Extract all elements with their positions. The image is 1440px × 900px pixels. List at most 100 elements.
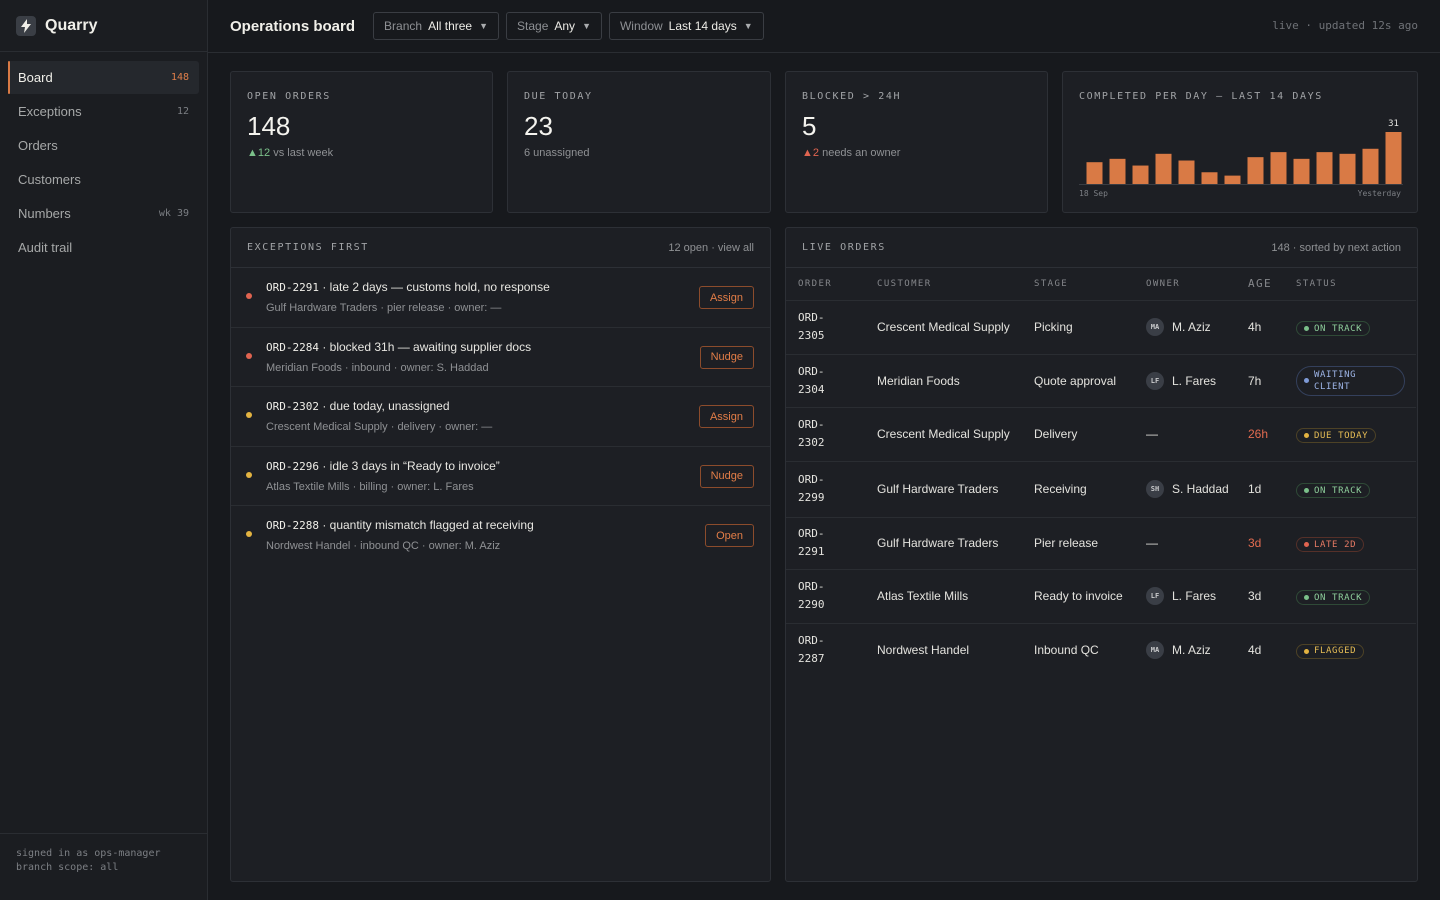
- sidebar-item-board[interactable]: Board 148: [8, 61, 199, 94]
- status-cell: ON TRACK: [1284, 569, 1416, 624]
- exceptions-list: ORD-2291 · late 2 days — customs hold, n…: [231, 268, 770, 566]
- order-id: ORD- 2287: [786, 623, 865, 676]
- filter-value: All three: [428, 19, 473, 33]
- owner: MA M. Aziz: [1146, 640, 1236, 659]
- sidebar-item-customers[interactable]: Customers: [8, 163, 199, 196]
- table-row[interactable]: ORD- 2299 Gulf Hardware Traders Receiving S…: [786, 461, 1416, 518]
- table-row[interactable]: ORD- 2290 Atlas Textile Mills Ready to inv…: [786, 569, 1416, 624]
- order-id-text: ORD- 2287: [798, 633, 825, 665]
- severity-dot: [246, 412, 252, 418]
- status-dot: [1304, 595, 1309, 600]
- filter-label: Window: [619, 19, 663, 33]
- caret-down-icon: ▼: [582, 21, 591, 31]
- stage-name: Delivery: [1034, 427, 1078, 441]
- owner-name: L. Fares: [1172, 373, 1217, 388]
- table-row[interactable]: ORD- 2305 Crescent Medical Supply Picking M…: [786, 300, 1416, 355]
- kpi-due-today[interactable]: DUE TODAY 23 6 unassigned: [507, 71, 771, 213]
- sidebar-nav: Board 148 Exceptions 12 Orders Customers…: [0, 52, 207, 274]
- chart-bar: [1201, 172, 1218, 184]
- exception-text: · late 2 days — customs hold, no respons…: [318, 280, 550, 294]
- sort-info[interactable]: 148 · sorted by next action: [1271, 241, 1401, 254]
- view-all-link[interactable]: 12 open · view all: [668, 241, 754, 254]
- severity-dot: [246, 293, 252, 299]
- branch-filter[interactable]: Branch All three ▼: [373, 12, 500, 40]
- owner-name: S. Haddad: [1172, 482, 1229, 496]
- branch-scope: branch scope: all: [16, 862, 119, 873]
- sidebar-item-exceptions[interactable]: Exceptions 12: [8, 95, 199, 128]
- exception-text: · idle 3 days in “Ready to invoice”: [318, 458, 500, 473]
- order-id: ORD- 2304: [786, 354, 865, 408]
- order-id: ORD-2291: [266, 281, 319, 294]
- column-header-owner[interactable]: OWNER: [1134, 268, 1236, 301]
- stage-name: Picking: [1034, 320, 1073, 334]
- exception-item[interactable]: ORD-2302 · due today, unassigned Crescen…: [231, 387, 770, 447]
- sidebar: Quarry Board 148 Exceptions 12 Orders Cu…: [0, 0, 208, 900]
- severity-dot: [246, 471, 252, 478]
- age-cell: 3d: [1236, 517, 1284, 570]
- table-row[interactable]: ORD- 2291 Gulf Hardware Traders Pier relea…: [786, 517, 1416, 570]
- column-header-status[interactable]: STATUS: [1284, 268, 1416, 301]
- exception-item[interactable]: ORD-2288 · quantity mismatch flagged at …: [231, 506, 770, 566]
- chart-bar: [1109, 158, 1126, 184]
- nudge-button[interactable]: Nudge: [699, 345, 754, 369]
- order-id: ORD- 2299: [786, 461, 865, 518]
- sidebar-item-orders[interactable]: Orders: [8, 129, 199, 162]
- owner-cell: SH S. Haddad: [1134, 461, 1236, 518]
- sidebar-item-label: Exceptions: [18, 104, 82, 119]
- status-cell: LATE 2D: [1284, 517, 1416, 570]
- customer-name: Gulf Hardware Traders: [877, 536, 999, 550]
- filter-value: Last 14 days: [668, 19, 737, 33]
- customer-cell: Meridian Foods: [865, 354, 1022, 408]
- stage-cell: Quote approval: [1022, 354, 1134, 408]
- kpi-blocked[interactable]: BLOCKED > 24H 5 ▲2 needs an owner: [785, 71, 1048, 213]
- kpi-value: 5: [802, 111, 817, 141]
- brand[interactable]: Quarry: [0, 0, 207, 52]
- sidebar-item-numbers[interactable]: Numbers wk 39: [8, 197, 199, 230]
- owner: LF L. Fares: [1146, 371, 1236, 390]
- age-cell: 26h: [1236, 407, 1284, 462]
- completed-chart-card[interactable]: COMPLETED PER DAY — LAST 14 DAYS 31 18 Se…: [1062, 71, 1418, 213]
- status-cell: DUE TODAY: [1284, 407, 1416, 462]
- exception-item[interactable]: ORD-2296 · idle 3 days in “Ready to invo…: [231, 447, 770, 506]
- age-value: 4h: [1248, 320, 1262, 334]
- column-header-customer[interactable]: CUSTOMER: [865, 268, 1022, 301]
- exception-detail: Crescent Medical Supply · delivery · own…: [266, 421, 493, 433]
- window-filter[interactable]: Window Last 14 days ▼: [608, 12, 764, 40]
- kpi-label: BLOCKED > 24H: [802, 91, 902, 102]
- stage-cell: Ready to invoice: [1022, 569, 1134, 624]
- chart-bar: [1178, 160, 1195, 184]
- chart-bar: [1270, 152, 1287, 184]
- assign-button[interactable]: Assign: [698, 286, 754, 309]
- stage-filter[interactable]: Stage Any ▼: [506, 12, 602, 40]
- customer-cell: Gulf Hardware Traders: [865, 461, 1022, 518]
- sidebar-item-label: Customers: [18, 172, 81, 187]
- age-value: 3d: [1248, 536, 1262, 550]
- kpi-open-orders[interactable]: OPEN ORDERS 148 ▲12 vs last week: [230, 71, 493, 213]
- table-row[interactable]: ORD- 2287 Nordwest Handel Inbound QC MA M. A…: [786, 623, 1416, 676]
- exception-title: ORD-2291 · late 2 days — customs hold, n…: [266, 280, 550, 294]
- age-cell: 4h: [1236, 300, 1284, 355]
- column-header-age[interactable]: AGE: [1236, 268, 1284, 301]
- exception-title: ORD-2302 · due today, unassigned: [266, 399, 450, 413]
- assign-button[interactable]: Assign: [698, 405, 754, 428]
- owner-cell: —: [1134, 517, 1236, 570]
- open-button[interactable]: Open: [705, 524, 754, 547]
- owner-cell: MA M. Aziz: [1134, 623, 1236, 676]
- column-header-order[interactable]: ORDER: [786, 268, 865, 301]
- customer-cell: Atlas Textile Mills: [865, 569, 1022, 624]
- table-row[interactable]: ORD- 2304 Meridian Foods Quote approval LF L…: [786, 354, 1416, 408]
- order-id-text: ORD- 2304: [798, 364, 825, 396]
- status-text: ON TRACK: [1314, 485, 1363, 496]
- stage-name: Receiving: [1034, 482, 1087, 496]
- exception-item[interactable]: ORD-2284 · blocked 31h — awaiting suppli…: [231, 328, 770, 387]
- status-dot: [1304, 433, 1309, 438]
- age-cell: 7h: [1236, 354, 1284, 408]
- exception-text: · blocked 31h — awaiting supplier docs: [318, 339, 532, 354]
- nudge-button[interactable]: Nudge: [699, 464, 754, 488]
- column-header-stage[interactable]: STAGE: [1022, 268, 1134, 301]
- status-text: FLAGGED: [1314, 646, 1357, 657]
- exception-item[interactable]: ORD-2291 · late 2 days — customs hold, n…: [231, 268, 770, 328]
- table-row[interactable]: ORD- 2302 Crescent Medical Supply Delivery…: [786, 407, 1416, 462]
- avatar: MA: [1146, 318, 1164, 336]
- sidebar-item-audit-trail[interactable]: Audit trail: [8, 231, 199, 264]
